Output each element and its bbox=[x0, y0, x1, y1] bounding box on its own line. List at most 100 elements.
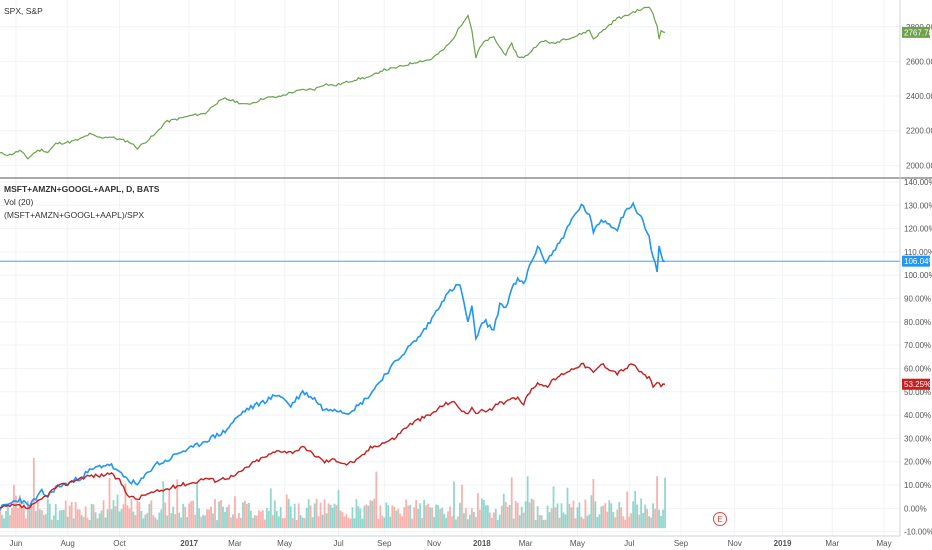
volume-bar bbox=[90, 503, 93, 529]
volume-bar bbox=[504, 501, 507, 529]
volume-bar bbox=[224, 512, 226, 529]
volume-bar bbox=[634, 491, 637, 529]
volume-bar bbox=[170, 513, 173, 529]
vertical-gridlines bbox=[15, 0, 885, 536]
volume-bar bbox=[447, 511, 449, 529]
volume-bar bbox=[138, 501, 141, 529]
volume-bar bbox=[22, 503, 25, 529]
volume-bar bbox=[246, 503, 248, 529]
time-axis[interactable]: Jun Aug Oct 2017 Mar May Jul Sep Nov 2018 Mar May Ju… bbox=[9, 539, 891, 548]
volume-bar bbox=[548, 512, 551, 529]
volume-bar bbox=[449, 506, 451, 529]
volume-bar bbox=[144, 514, 147, 529]
volume-bar bbox=[544, 519, 547, 529]
lower-axis-tick-label: 20.00% bbox=[904, 458, 931, 467]
upper-price-axis[interactable]: 2000.002200.002400.002600.002800.00 bbox=[906, 23, 932, 171]
volume-bar bbox=[417, 508, 420, 529]
volume-bar bbox=[98, 513, 101, 529]
lower-pane-title: MSFT+AMZN+GOOGL+AAPL, D, BATS bbox=[4, 184, 160, 194]
volume-bar bbox=[582, 518, 585, 529]
volume-bar bbox=[68, 505, 71, 529]
volume-bar bbox=[48, 503, 51, 529]
volume-bar bbox=[88, 519, 91, 529]
volume-bar bbox=[130, 499, 133, 529]
volume-bar bbox=[21, 508, 23, 529]
lower-axis-tick-label: 90.00% bbox=[904, 295, 931, 304]
volume-bar bbox=[459, 502, 461, 529]
volume-bar bbox=[375, 471, 378, 529]
volume-bar bbox=[267, 510, 270, 529]
volume-bar bbox=[238, 512, 240, 529]
volume-bar bbox=[325, 513, 328, 529]
volume-bar bbox=[106, 509, 109, 529]
volume-bar bbox=[351, 507, 354, 529]
time-axis-tick-label: 2018 bbox=[473, 539, 491, 548]
basket-series-line[interactable] bbox=[0, 201, 666, 511]
volume-bar bbox=[526, 476, 529, 529]
volume-bar bbox=[104, 517, 107, 529]
volume-bar bbox=[395, 510, 398, 529]
volume-bar bbox=[427, 503, 429, 529]
volume-bar bbox=[429, 507, 431, 529]
volume-bar bbox=[313, 503, 316, 529]
volume-bar bbox=[265, 508, 268, 529]
lower-axis-tick-label: -10.00% bbox=[904, 528, 932, 537]
volume-bar bbox=[56, 520, 59, 529]
volume-bar bbox=[13, 484, 15, 529]
volume-bar bbox=[624, 519, 627, 529]
volume-bar bbox=[293, 503, 296, 529]
volume-bar bbox=[644, 504, 647, 529]
volume-bar bbox=[204, 515, 206, 529]
lower-axis-tick-label: 70.00% bbox=[904, 341, 931, 350]
volume-bar bbox=[540, 515, 543, 529]
lower-pane-gridlines bbox=[0, 181, 900, 533]
volume-bar bbox=[162, 481, 165, 529]
volume-bar bbox=[622, 516, 625, 529]
volume-bar bbox=[373, 498, 376, 529]
volume-bar bbox=[435, 504, 437, 529]
volume-bar bbox=[327, 503, 330, 529]
time-axis-tick-label: Mar bbox=[519, 539, 533, 548]
volume-bar bbox=[598, 514, 601, 529]
earnings-badge[interactable]: E bbox=[713, 512, 727, 526]
volume-bar bbox=[281, 518, 284, 529]
ratio-series-line[interactable] bbox=[0, 362, 666, 510]
volume-bar bbox=[196, 482, 199, 529]
volume-bar bbox=[126, 505, 129, 529]
volume-bar bbox=[32, 458, 35, 529]
volume-bar bbox=[409, 504, 412, 529]
volume-bar bbox=[532, 499, 535, 529]
upper-axis-tick-label: 2400.00 bbox=[906, 92, 932, 101]
volume-bar bbox=[345, 514, 348, 529]
volume-bar bbox=[558, 517, 561, 529]
lower-axis-tick-label: 60.00% bbox=[904, 364, 931, 373]
volume-bar bbox=[337, 489, 340, 529]
volume-bar bbox=[202, 514, 204, 529]
volume-bar bbox=[467, 519, 469, 529]
volume-bar bbox=[423, 499, 426, 529]
volume-bar bbox=[662, 509, 664, 529]
volume-bar bbox=[664, 477, 666, 529]
volume-bar bbox=[343, 516, 346, 529]
volume-bar bbox=[628, 516, 631, 529]
volume-bar bbox=[385, 502, 388, 529]
volume-bar bbox=[44, 514, 47, 529]
volume-bar bbox=[658, 509, 660, 529]
volume-bar bbox=[455, 519, 457, 529]
lower-price-axis[interactable]: -10.00% 0.00% 10.00% 20.00% 30.00% 40.00% 50.0… bbox=[904, 178, 932, 537]
volume-bar bbox=[401, 516, 404, 529]
ratio-last-value-tag: 53.25% bbox=[902, 378, 931, 390]
volume-bar bbox=[72, 518, 75, 529]
volume-bar bbox=[588, 514, 591, 529]
spx-series-line[interactable] bbox=[0, 6, 666, 160]
time-axis-tick-label: May bbox=[570, 539, 585, 548]
volume-bar bbox=[132, 511, 135, 529]
volume-bar bbox=[257, 510, 260, 529]
volume-bar bbox=[11, 507, 13, 529]
volume-bar bbox=[608, 500, 611, 529]
volume-bar bbox=[261, 510, 264, 529]
volume-bar bbox=[38, 509, 41, 529]
volume-bar bbox=[654, 508, 656, 529]
svg-text:106.04%: 106.04% bbox=[904, 257, 932, 266]
